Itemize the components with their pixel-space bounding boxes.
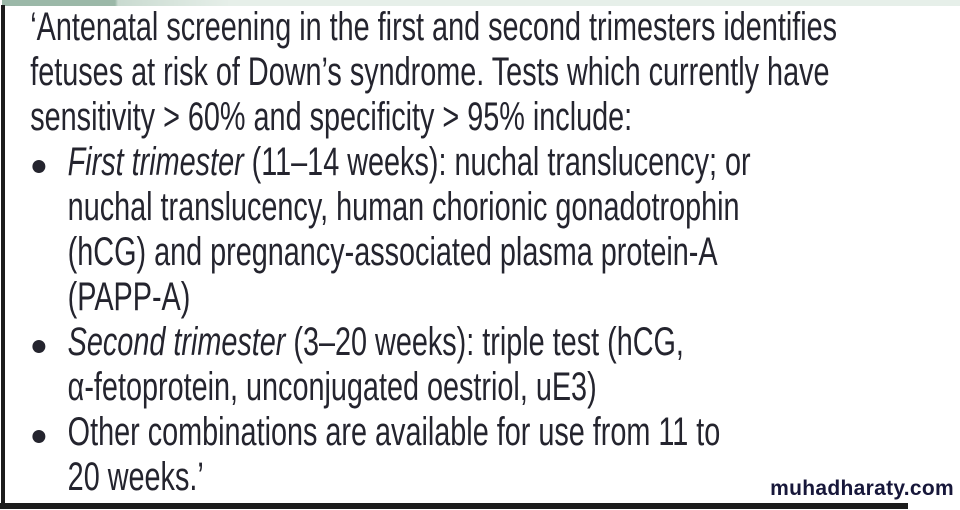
text-line: Second trimester (3–20 weeks): triple te…: [0, 320, 960, 365]
text-line: (hCG) and pregnancy-associated plasma pr…: [0, 230, 960, 275]
watermark: muhadharaty.com: [768, 477, 956, 501]
bullet-icon: [32, 340, 46, 353]
text-line: α-fetoprotein, unconjugated oestriol, uE…: [0, 365, 960, 410]
text-line: First trimester (11–14 weeks): nuchal tr…: [0, 140, 960, 185]
text-line: fetuses at risk of Down’s syndrome. Test…: [0, 50, 960, 95]
quote-text-segment: α-fetoprotein, unconjugated oestriol, uE…: [67, 365, 597, 409]
quote-text-segment: 20 weeks.’: [67, 455, 204, 499]
quote-text-segment: (hCG) and pregnancy-associated plasma pr…: [67, 230, 718, 274]
quote-text-segment: nuchal translucency, human chorionic gon…: [67, 185, 740, 229]
text-line: 20 weeks.’: [0, 455, 960, 500]
bullet-icon: [32, 160, 46, 173]
quote-text-segment: Second trimester: [67, 320, 286, 364]
quote-text-segment: sensitivity > 60% and specificity > 95% …: [30, 95, 633, 139]
quote-text-segment: ‘Antenatal screening in the first and se…: [30, 5, 838, 49]
quote-text-segment: fetuses at risk of Down’s syndrome. Test…: [30, 50, 830, 94]
quote-text-segment: First trimester: [67, 140, 244, 184]
text-line: (PAPP-A): [0, 275, 960, 320]
quote-text-segment: (11–14 weeks): nuchal translucency; or: [243, 140, 751, 184]
text-line: nuchal translucency, human chorionic gon…: [0, 185, 960, 230]
text-line: Other combinations are available for use…: [0, 410, 960, 455]
text-line: sensitivity > 60% and specificity > 95% …: [0, 95, 960, 140]
quote-text-segment: (3–20 weeks): triple test (hCG,: [285, 320, 684, 364]
left-border-rule: [1, 5, 5, 505]
quote-text-segment: Other combinations are available for use…: [67, 410, 721, 454]
text-line: ‘Antenatal screening in the first and se…: [0, 5, 960, 50]
quote-text-segment: (PAPP-A): [67, 275, 191, 319]
bottom-border-rule: [0, 503, 908, 509]
bullet-icon: [32, 430, 46, 443]
top-accent-strip: [0, 0, 960, 6]
quote-lines: ‘Antenatal screening in the first and se…: [0, 5, 960, 500]
